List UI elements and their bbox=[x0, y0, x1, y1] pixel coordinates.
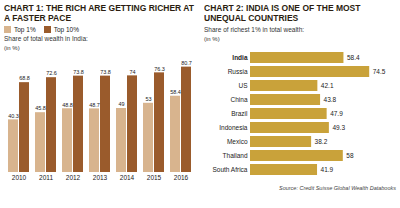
html-text:Top 1%: Top 1% bbox=[14, 26, 36, 33]
svg-text:72.6: 72.6 bbox=[46, 70, 57, 76]
svg-text:74.5: 74.5 bbox=[373, 68, 386, 75]
svg-text:China: China bbox=[231, 96, 248, 103]
svg-text:South Africa: South Africa bbox=[212, 166, 247, 173]
svg-text:49.3: 49.3 bbox=[332, 124, 345, 131]
svg-text:Indonesia: Indonesia bbox=[219, 124, 248, 131]
svg-text:US: US bbox=[238, 82, 248, 89]
svg-text:73.8: 73.8 bbox=[73, 69, 84, 75]
svg-text:48.7: 48.7 bbox=[89, 102, 100, 108]
svg-text:Russia: Russia bbox=[228, 68, 248, 75]
svg-text:2015: 2015 bbox=[147, 174, 162, 181]
html-text:CHART 2: INDIA IS ONE OF THE M: CHART 2: INDIA IS ONE OF THE MOST UNEQUA… bbox=[204, 3, 361, 23]
svg-text:74: 74 bbox=[129, 69, 135, 75]
svg-text:India: India bbox=[232, 54, 248, 61]
svg-text:41.9: 41.9 bbox=[321, 166, 334, 173]
svg-text:80.7: 80.7 bbox=[181, 60, 192, 66]
svg-text:2014: 2014 bbox=[120, 174, 135, 181]
svg-text:48.8: 48.8 bbox=[62, 102, 73, 108]
svg-text:58.4: 58.4 bbox=[347, 54, 360, 61]
svg-text:2012: 2012 bbox=[66, 174, 81, 181]
svg-text:2010: 2010 bbox=[12, 174, 27, 181]
svg-text:42.1: 42.1 bbox=[321, 82, 334, 89]
svg-text:47.9: 47.9 bbox=[330, 110, 343, 117]
html-text:(in %): (in %) bbox=[204, 36, 220, 42]
svg-text:2016: 2016 bbox=[174, 174, 189, 181]
svg-text:Mexico: Mexico bbox=[227, 138, 248, 145]
svg-text:40.3: 40.3 bbox=[8, 113, 19, 119]
html-text:Source: Credit Suisse Global W: Source: Credit Suisse Global Wealth Data… bbox=[279, 185, 396, 191]
html-text:Share of total wealth in India: Share of total wealth in India: bbox=[4, 35, 88, 42]
svg-text:58.4: 58.4 bbox=[170, 89, 181, 95]
svg-text:45.8: 45.8 bbox=[35, 105, 46, 111]
svg-text:2013: 2013 bbox=[93, 174, 108, 181]
html-text:Share of richest 1% in total w: Share of richest 1% in total wealth: bbox=[204, 26, 305, 33]
svg-text:Brazil: Brazil bbox=[231, 110, 248, 117]
svg-text:43.8: 43.8 bbox=[324, 96, 337, 103]
svg-text:Thailand: Thailand bbox=[223, 152, 248, 159]
svg-text:76.3: 76.3 bbox=[154, 66, 165, 72]
svg-text:38.2: 38.2 bbox=[315, 138, 328, 145]
svg-text:2011: 2011 bbox=[39, 174, 53, 181]
svg-text:73.8: 73.8 bbox=[100, 69, 111, 75]
svg-text:49: 49 bbox=[118, 101, 124, 107]
html-text:Top 10%: Top 10% bbox=[53, 26, 79, 33]
svg-text:58: 58 bbox=[346, 152, 354, 159]
html-text:(in %): (in %) bbox=[4, 45, 20, 51]
svg-text:53: 53 bbox=[145, 96, 151, 102]
html-text:CHART 1: THE RICH ARE GETTING: CHART 1: THE RICH ARE GETTING RICHER AT … bbox=[4, 3, 194, 23]
svg-text:68.8: 68.8 bbox=[19, 75, 30, 81]
